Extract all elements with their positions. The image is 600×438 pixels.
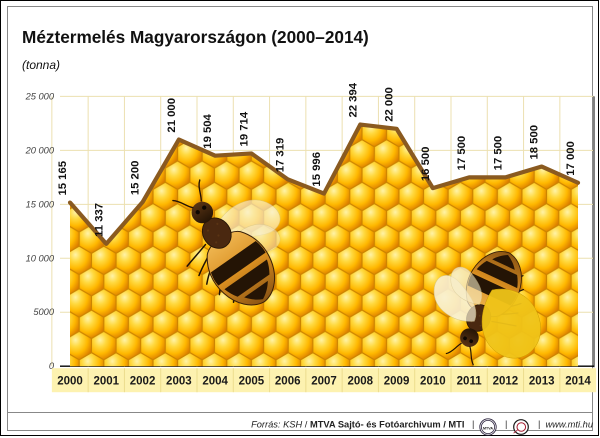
svg-text:22 394: 22 394 (347, 82, 359, 117)
svg-text:2009: 2009 (384, 375, 410, 387)
svg-text:22 000: 22 000 (384, 87, 396, 122)
svg-text:2004: 2004 (202, 375, 228, 387)
svg-text:19 714: 19 714 (238, 111, 250, 146)
svg-text:15 000: 15 000 (26, 199, 55, 209)
svg-text:2005: 2005 (239, 375, 265, 387)
svg-text:18 500: 18 500 (529, 125, 541, 160)
svg-text:17 500: 17 500 (492, 136, 504, 171)
svg-text:15 996: 15 996 (311, 152, 323, 187)
svg-text:21 000: 21 000 (166, 98, 178, 133)
svg-text:2012: 2012 (493, 375, 519, 387)
svg-text:2003: 2003 (166, 375, 192, 387)
svg-text:16 500: 16 500 (420, 147, 432, 182)
svg-text:MTVA: MTVA (483, 426, 493, 430)
svg-text:19 504: 19 504 (202, 113, 214, 148)
svg-text:11 337: 11 337 (93, 203, 105, 237)
svg-text:2000: 2000 (57, 375, 83, 387)
svg-text:2014: 2014 (565, 375, 591, 387)
svg-text:2011: 2011 (457, 375, 483, 387)
svg-text:2008: 2008 (347, 375, 373, 387)
svg-text:17 500: 17 500 (456, 136, 468, 171)
svg-text:2006: 2006 (275, 375, 301, 387)
svg-text:2002: 2002 (130, 375, 156, 387)
svg-text:5000: 5000 (33, 307, 55, 317)
svg-text:2007: 2007 (311, 375, 337, 387)
svg-text:25 000: 25 000 (25, 91, 55, 101)
svg-text:17 319: 17 319 (275, 138, 287, 173)
svg-text:15 165: 15 165 (57, 161, 69, 196)
svg-text:17 000: 17 000 (565, 141, 577, 176)
svg-text:20 000: 20 000 (25, 145, 55, 155)
svg-text:2013: 2013 (529, 375, 555, 387)
svg-text:15 200: 15 200 (130, 161, 142, 196)
svg-text:10 000: 10 000 (26, 253, 55, 263)
svg-text:2010: 2010 (420, 375, 446, 387)
svg-text:2001: 2001 (93, 375, 119, 387)
